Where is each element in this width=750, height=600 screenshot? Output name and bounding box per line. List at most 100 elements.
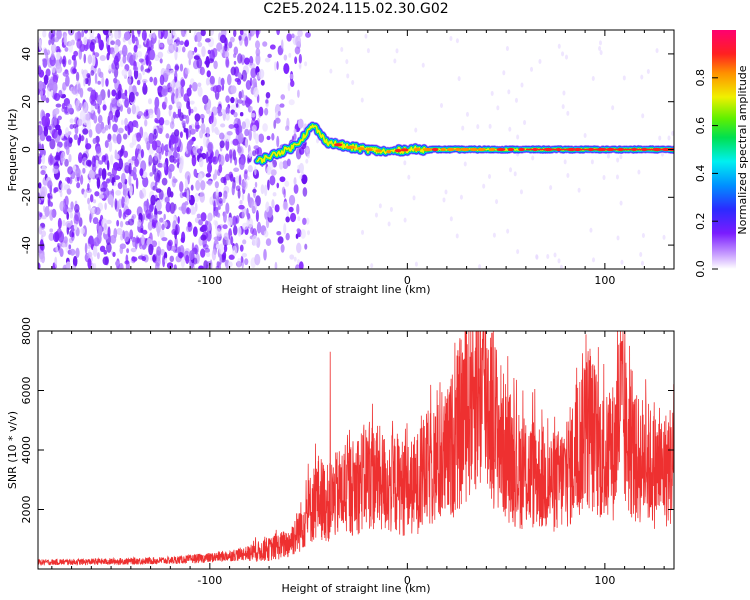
- spectrogram-noise-blob: [122, 189, 126, 196]
- spectrogram-peak-spot: [446, 147, 455, 152]
- spectrogram-faint-dot: [566, 110, 570, 116]
- spectrogram-noise-blob: [137, 44, 142, 49]
- spectrogram-faint-dot: [566, 173, 570, 179]
- spectrogram-noise-blob: [57, 128, 62, 136]
- spectrogram-noise-blob: [238, 125, 243, 134]
- spectrogram-noise-blob: [39, 148, 46, 157]
- spectrogram-faint-dot: [442, 197, 446, 203]
- spectrogram-noise-blob: [239, 244, 244, 252]
- spectrogram-noise-blob: [108, 140, 113, 153]
- spectrogram-noise-blob: [160, 248, 165, 256]
- spectrogram-noise-blob: [219, 140, 225, 149]
- spectrogram-noise-blob: [66, 188, 72, 195]
- spectrogram-noise-blob: [97, 108, 101, 114]
- spectrogram-noise-blob: [38, 156, 42, 165]
- spectrogram-noise-blob: [193, 106, 198, 113]
- spectrogram-noise-blob: [87, 257, 92, 269]
- spectrogram-noise-blob: [64, 127, 70, 139]
- spectrogram-ticks: -100 0 100 -40 -20 0 20 40: [20, 30, 674, 287]
- snr-x-tick-label: 0: [404, 574, 411, 587]
- spectrogram-noise-blob: [100, 121, 105, 130]
- spectrogram-noise-blob: [230, 96, 235, 104]
- spectrogram-noise-blob: [73, 133, 78, 141]
- spectrogram-noise-blob: [225, 202, 230, 215]
- spectrogram-noise-blob: [159, 229, 165, 240]
- spectrogram-noise-blob: [142, 176, 149, 188]
- spectrogram-noise-blob: [198, 219, 203, 226]
- spectrogram-noise-blob: [68, 153, 72, 163]
- spectrogram-noise-blob: [214, 126, 219, 134]
- spectrogram-noise-blob: [240, 255, 244, 264]
- spectrogram-noise-blob: [56, 30, 62, 40]
- spectrogram-noise-blob: [233, 167, 240, 173]
- spectrogram-noise-blob: [196, 57, 203, 69]
- spectrogram-noise-blob: [220, 49, 223, 54]
- spectrogram-noise-blob: [38, 143, 42, 152]
- spectrogram-noise-blob: [65, 176, 71, 182]
- spectrogram-noise-blob: [293, 128, 297, 135]
- spectrogram-noise-blob: [115, 260, 120, 267]
- spectrogram-noise-blob: [169, 191, 174, 198]
- spectrogram-noise-blob: [216, 196, 220, 204]
- colorbar-tick-label: 0.2: [694, 212, 707, 230]
- spectrogram-noise-blob: [114, 30, 119, 40]
- spectrogram-noise-blob: [152, 214, 158, 221]
- spectrogram-faint-dot: [561, 51, 565, 57]
- spectrogram-noise-blob: [139, 168, 144, 177]
- spectrogram-noise-blob: [289, 212, 297, 223]
- spectrogram-noise-blob: [97, 114, 103, 124]
- spectrogram-noise-blob: [201, 117, 205, 124]
- spectrogram-noise-blob: [265, 99, 269, 104]
- spectrogram-noise-blob: [158, 123, 164, 134]
- spectrogram-faint-dot: [590, 159, 594, 165]
- spectrogram-noise-blob: [195, 31, 202, 43]
- spectrogram-faint-dot: [658, 135, 662, 141]
- spectrogram-noise-blob: [251, 124, 257, 133]
- spectrogram-noise-blob: [297, 30, 303, 38]
- spectrogram-noise-blob: [136, 79, 141, 86]
- spectrogram-peak-spot: [469, 147, 478, 152]
- spectrogram-noise-blob: [241, 193, 245, 201]
- spectrogram-noise-blob: [84, 242, 88, 255]
- spectrogram-noise-blob: [83, 30, 89, 34]
- spectrogram-noise-blob: [277, 111, 282, 117]
- spectrogram-faint-dot: [616, 157, 620, 163]
- spectrogram-noise-blob: [211, 111, 214, 124]
- spectrogram-noise-blob: [156, 225, 160, 237]
- spectrogram-faint-dot: [592, 257, 596, 263]
- spectrogram-noise-blob: [173, 135, 179, 144]
- spectrogram-noise-blob: [305, 147, 309, 154]
- spectrogram-noise-blob: [239, 30, 244, 36]
- spectrogram-noise-blob: [187, 50, 194, 60]
- spectrogram-noise-blob: [224, 51, 230, 58]
- spectrogram-noise-blob: [94, 207, 101, 216]
- spectrogram-noise-blob: [164, 96, 168, 106]
- spectrogram-faint-dot: [598, 45, 602, 51]
- spectrogram-noise-blob: [87, 54, 93, 65]
- spectrogram-noise-blob: [241, 89, 244, 99]
- spectrogram-y-axis-label: Frequency (Hz): [6, 109, 19, 192]
- spectrogram-noise-blob: [137, 72, 142, 82]
- spectrogram-noise-blob: [155, 261, 160, 269]
- spectrogram-noise-blob: [191, 206, 197, 215]
- spectrogram-noise-blob: [114, 44, 119, 54]
- spectrogram-noise-blob: [289, 254, 295, 260]
- spectrogram-noise-blob: [151, 140, 158, 151]
- spectrogram-faint-dot: [407, 174, 411, 180]
- spectrogram-noise-blob: [141, 255, 147, 262]
- spectrogram-faint-dot: [403, 160, 407, 166]
- spectrogram-noise-blob: [276, 230, 282, 236]
- spectrogram-noise-blob: [223, 232, 229, 241]
- spectrogram-noise-blob: [113, 227, 118, 239]
- colorbar-tick-label: 0.8: [694, 69, 707, 87]
- spectrogram-noise-blob: [302, 187, 308, 197]
- spectrogram-noise-blob: [295, 147, 302, 160]
- spectrogram-noise-blob: [237, 145, 244, 157]
- snr-series-line: [38, 331, 674, 566]
- snr-y-tick-label: 4000: [20, 436, 33, 464]
- spectrogram-noise-blob: [158, 30, 162, 39]
- spectrogram-noise-blob: [180, 30, 186, 38]
- spectrogram-noise-blob: [128, 162, 132, 175]
- spectrogram-noise-blob: [214, 181, 219, 189]
- spectrogram-faint-dot: [490, 90, 494, 96]
